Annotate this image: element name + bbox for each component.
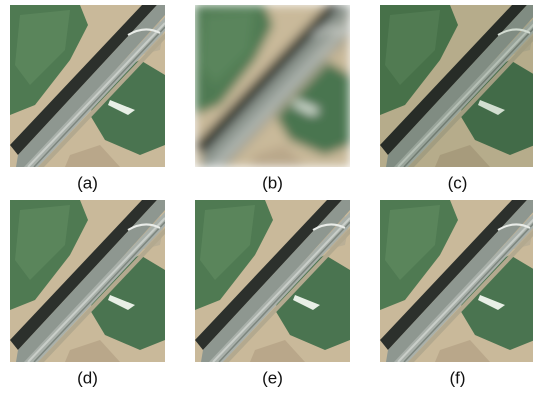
image-panel [195, 200, 350, 362]
image-panel [195, 5, 350, 167]
panel-label: (e) [262, 368, 283, 387]
image-panel [10, 200, 165, 362]
panel-label: (c) [448, 173, 468, 192]
aerial-image [195, 5, 350, 167]
image-panel [380, 5, 533, 167]
panel-label: (f) [449, 368, 465, 387]
aerial-image [195, 200, 350, 362]
image-panel [10, 5, 165, 167]
aerial-image [10, 5, 165, 167]
image-panel [380, 200, 533, 362]
panel-label: (a) [77, 173, 98, 192]
panel-label: (d) [77, 368, 98, 387]
aerial-image [10, 200, 165, 362]
aerial-image [380, 5, 533, 167]
aerial-image [380, 200, 533, 362]
panel-label: (b) [262, 173, 283, 192]
figure: (a) (b) (c) (d) (e) (f) [0, 0, 533, 396]
